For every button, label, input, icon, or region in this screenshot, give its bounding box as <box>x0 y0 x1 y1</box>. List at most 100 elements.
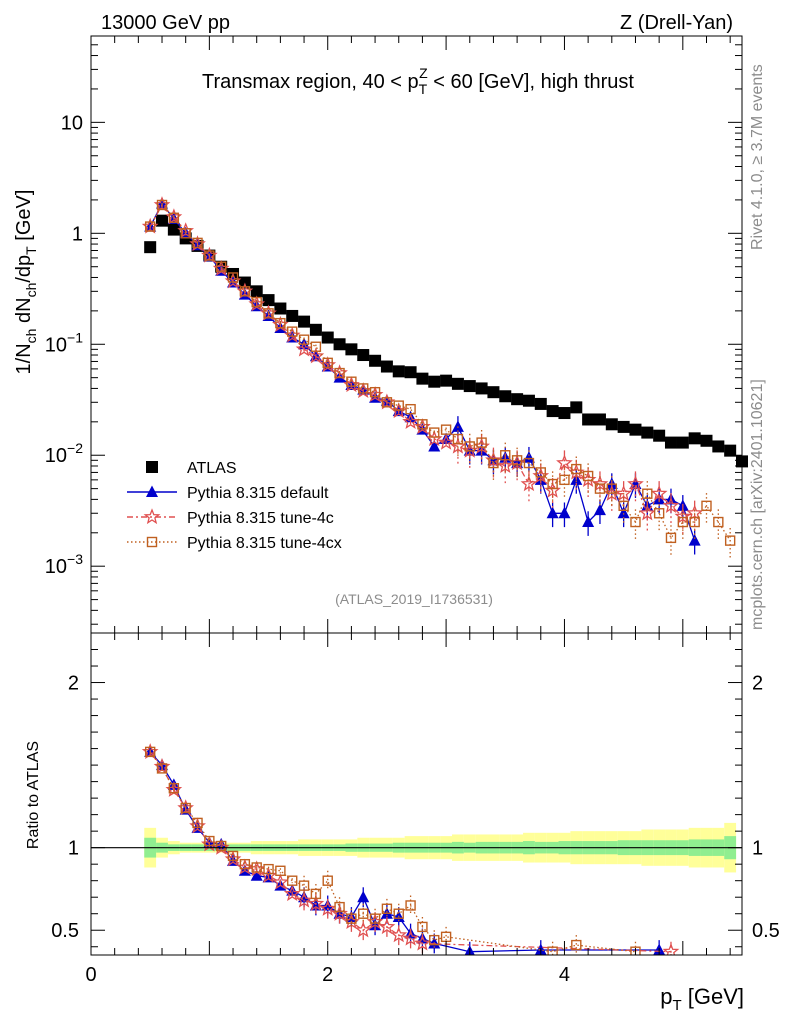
data-point <box>594 483 606 494</box>
ratio-y-tick-label: 2 <box>68 673 79 695</box>
x-tick-label: 2 <box>322 964 333 986</box>
data-point <box>582 470 594 482</box>
data-point <box>499 390 512 403</box>
ratio-axes: 0.5 0.5 1 1 2 2 0 2 4 <box>51 632 780 986</box>
data-point <box>617 420 630 433</box>
data-point <box>582 413 595 426</box>
legend-marker <box>143 508 161 525</box>
data-point <box>275 317 286 329</box>
data-point <box>724 444 737 457</box>
ratio-line <box>149 751 636 953</box>
legend-label: ATLAS <box>187 460 237 477</box>
legend-entry: Pythia 8.315 tune-4cx <box>127 535 342 552</box>
y-tick-label: 10−2 <box>45 440 83 467</box>
data-point <box>393 400 404 411</box>
ratio-point <box>369 913 381 924</box>
data-point <box>617 506 630 519</box>
data-point <box>523 457 535 469</box>
y-axis-label: 1/Nch dNch/dpT [GeV] <box>13 190 39 375</box>
data-point <box>440 374 453 387</box>
data-point <box>262 294 275 307</box>
ratio-point <box>227 850 239 862</box>
series-pythia-8-315-tune-4c <box>141 196 703 534</box>
data-point <box>570 401 583 414</box>
data-point <box>346 376 357 387</box>
ratio-point <box>393 908 404 919</box>
data-point <box>464 441 475 452</box>
ratio-point <box>287 875 298 886</box>
data-point <box>239 286 251 297</box>
data-point <box>417 419 428 430</box>
data-point <box>156 214 169 227</box>
x-tick-label: 4 <box>559 964 570 986</box>
legend-marker <box>146 461 158 473</box>
legend-marker <box>146 536 158 548</box>
data-point <box>546 405 559 418</box>
series-pythia-8-315-tune-4cx <box>144 199 736 558</box>
data-point <box>674 507 692 524</box>
data-point <box>535 467 546 478</box>
mcplots-source-label: mcplots.cern.ch [arXiv:2401.10621] <box>749 379 766 630</box>
ratio-y-tick-label-right: 1 <box>752 838 763 860</box>
data-point <box>437 433 455 450</box>
data-point <box>204 250 215 261</box>
data-point <box>416 372 429 385</box>
data-point <box>451 377 464 390</box>
data-point <box>298 334 310 345</box>
ratio-point <box>547 946 558 955</box>
data-point <box>263 308 274 319</box>
data-point <box>463 380 476 393</box>
ratio-point <box>251 862 262 873</box>
data-point <box>369 386 381 398</box>
ratio-y-tick-label: 0.5 <box>51 920 79 942</box>
ratio-point <box>215 840 227 852</box>
ratio-point <box>630 946 641 955</box>
ratio-point <box>307 895 325 911</box>
chart-title: Transmax region, 40 < pTZ < 60 [GeV], hi… <box>202 65 634 97</box>
y-tick-label: 10 <box>61 112 83 134</box>
data-point <box>629 423 642 436</box>
ratio-point <box>358 908 369 919</box>
header-right: Z (Drell-Yan) <box>620 12 733 34</box>
data-point <box>500 450 511 461</box>
y-tick-label: 10−3 <box>45 551 83 578</box>
data-point <box>615 484 633 501</box>
data-point <box>287 326 298 337</box>
ratio-point <box>429 934 440 946</box>
data-point <box>662 496 680 513</box>
legend-label: Pythia 8.315 tune-4cx <box>187 535 342 552</box>
ratio-point <box>295 891 313 908</box>
data-point <box>689 516 700 528</box>
data-point <box>392 365 405 378</box>
data-point <box>156 199 168 211</box>
legend-marker <box>146 485 158 497</box>
data-point <box>487 386 500 399</box>
data-point <box>322 357 333 369</box>
data-point <box>144 241 157 254</box>
data-point <box>700 434 713 447</box>
ratio-frame <box>90 632 743 956</box>
data-point <box>559 474 570 486</box>
data-point <box>428 375 441 388</box>
ratio-point <box>414 934 431 951</box>
main-series-group <box>141 196 748 558</box>
data-point <box>665 532 677 544</box>
data-point <box>488 457 499 469</box>
data-point <box>345 343 358 356</box>
data-point <box>405 403 416 415</box>
data-point <box>309 323 322 336</box>
ratio-point <box>250 869 263 881</box>
ratio-point <box>357 890 370 903</box>
data-point <box>180 228 191 239</box>
legend-label: Pythia 8.315 tune-4c <box>187 510 334 527</box>
data-point <box>686 504 703 521</box>
ratio-point <box>204 835 215 847</box>
data-point <box>333 338 346 351</box>
data-point <box>381 397 393 408</box>
ratio-y-tick-label-right: 2 <box>752 673 763 695</box>
ratio-point <box>283 885 301 902</box>
data-point <box>547 478 558 490</box>
data-point <box>522 394 535 407</box>
data-point <box>558 506 571 519</box>
data-point <box>307 347 325 364</box>
